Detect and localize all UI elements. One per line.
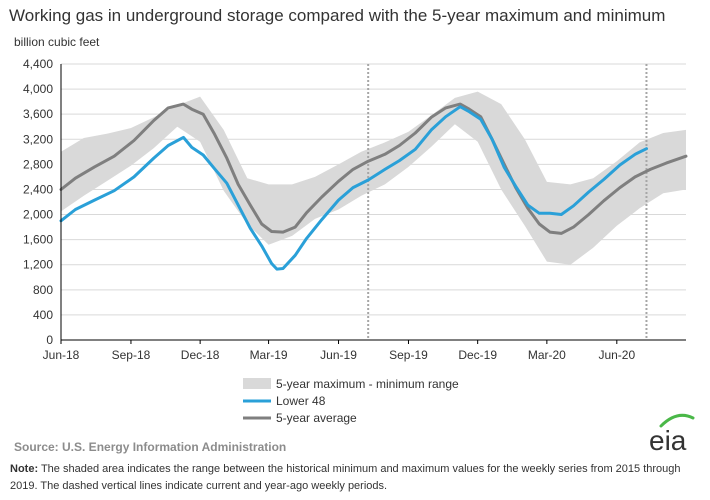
y-tick-label: 4,400: [23, 57, 53, 71]
legend-label-average: 5-year average: [276, 411, 357, 425]
eia-logo: eia: [649, 413, 695, 456]
x-tick-labels: Jun-18 Sep-18 Dec-18 Mar-19 Jun-19 Sep-19 Dec-…: [43, 348, 636, 362]
x-tick-label: Mar-19: [250, 348, 288, 362]
y-tick-label: 2,400: [23, 182, 53, 196]
x-tick-label: Jun-19: [320, 348, 357, 362]
eia-logo-text: eia: [649, 425, 687, 456]
x-tick-label: Dec-19: [458, 348, 497, 362]
x-tick-label: Jun-18: [43, 348, 80, 362]
y-tick-label: 2,800: [23, 157, 53, 171]
series-lines-group: [59, 102, 688, 271]
chart-title: Working gas in underground storage compa…: [9, 6, 666, 25]
dashed-lines-group: [367, 64, 648, 340]
y-axis-label: billion cubic feet: [14, 35, 100, 49]
y-tick-label: 1,600: [23, 233, 53, 247]
legend-label-range: 5-year maximum - minimum range: [276, 377, 459, 391]
legend: 5-year maximum - minimum range Lower 48 …: [243, 377, 459, 425]
x-tick-label: Dec-18: [181, 348, 220, 362]
x-tick-label: Sep-18: [112, 348, 151, 362]
eia-logo-arc-icon: [659, 413, 695, 428]
note-body: The shaded area indicates the range betw…: [10, 463, 681, 492]
series-line-lower-48: [59, 105, 648, 271]
y-tick-label: 4,000: [23, 82, 53, 96]
legend-label-lower48: Lower 48: [276, 394, 326, 408]
axes-group: [60, 64, 686, 344]
series-line-5-year-average: [59, 102, 688, 235]
note-label: Note:: [10, 463, 39, 475]
y-tick-labels: 0 400 800 1,200 1,600 2,000 2,400 2,800 3,200 3,6…: [23, 57, 53, 347]
legend-swatch-range: [243, 378, 271, 389]
x-tick-label: Mar-20: [528, 348, 566, 362]
y-tick-label: 400: [33, 308, 53, 322]
note-text: Note: The shaded area indicates the rang…: [10, 461, 700, 495]
y-tick-label: 3,200: [23, 132, 53, 146]
x-tick-label: Sep-19: [389, 348, 428, 362]
source-text: Source: U.S. Energy Information Administ…: [14, 440, 287, 454]
x-tick-label: Jun-20: [598, 348, 635, 362]
chart-svg: billion cubic feet 0 400 800 1,200 1,600 2,00…: [14, 35, 688, 425]
y-tick-label: 0: [46, 333, 53, 347]
y-tick-label: 3,600: [23, 107, 53, 121]
y-tick-label: 2,000: [23, 208, 53, 222]
y-tick-label: 800: [33, 283, 53, 297]
y-tick-label: 1,200: [23, 258, 53, 272]
